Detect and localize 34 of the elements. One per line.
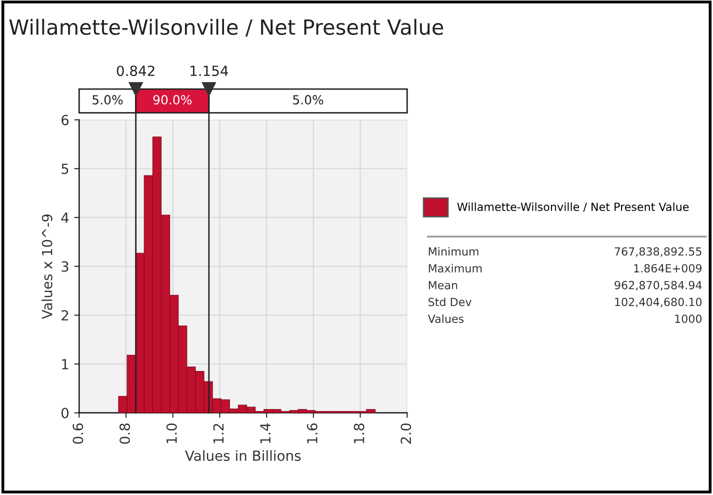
- x-axis-title: Values in Billions: [185, 450, 301, 461]
- text: 102,404,680.10: [615, 298, 702, 308]
- text: Maximum: [428, 264, 482, 273]
- x-tick-label: 1.8: [354, 424, 364, 444]
- text: 5.0%: [293, 95, 324, 105]
- y-axis-title: Values x 10^-9: [42, 214, 52, 319]
- y-tick-label: 6: [62, 114, 69, 126]
- y-tick-label: 3: [62, 261, 68, 272]
- y-tick-label: 2: [62, 310, 68, 320]
- text: 962,870,584.94: [614, 280, 702, 290]
- ref-line-label: 0.842: [116, 66, 154, 76]
- x-tick-label: 1.6: [306, 423, 318, 444]
- text: 1000: [675, 314, 702, 323]
- legend-label: Willamette-Wilsonville / Net Present Value: [457, 202, 689, 212]
- chart-title: Willamette-Wilsonville / Net Present Value: [9, 18, 444, 37]
- text: 90.0%: [153, 95, 192, 105]
- text: 767,838,892.55: [614, 247, 702, 257]
- x-tick-label: 1.2: [213, 424, 224, 444]
- ref-line-label: 1.154: [190, 66, 228, 76]
- x-tick-label: 2.0: [400, 423, 412, 444]
- y-tick-label: 1: [62, 359, 68, 370]
- x-tick-label: 0.6: [72, 423, 84, 444]
- y-tick-label: 4: [61, 212, 69, 223]
- x-tick-label: 1.0: [166, 423, 177, 444]
- x-tick-label: 0.8: [120, 424, 130, 444]
- text: Mean: [428, 281, 458, 290]
- x-tick-label: 1.4: [260, 423, 270, 444]
- text: Std Dev: [428, 298, 472, 306]
- y-tick-label: 0: [62, 408, 68, 418]
- text: Minimum: [428, 247, 478, 256]
- text: 1.864E+009: [634, 264, 702, 273]
- text: 5.0%: [92, 95, 123, 105]
- y-tick-label: 5: [62, 164, 68, 174]
- text: Values: [428, 314, 464, 323]
